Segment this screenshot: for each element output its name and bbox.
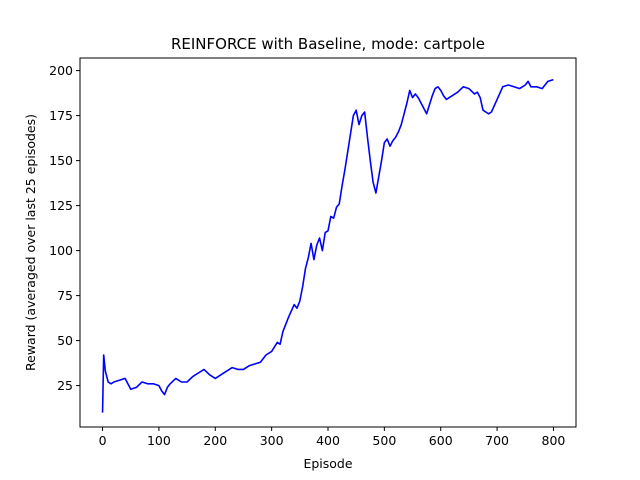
- axes-frame: [79, 57, 577, 428]
- x-tick-label: 300: [260, 433, 284, 448]
- series-line-0: [101, 78, 554, 413]
- y-axis-label: Reward (averaged over last 25 episodes): [23, 114, 38, 371]
- y-tick-label: 200: [49, 63, 73, 78]
- x-tick-label: 500: [372, 433, 396, 448]
- y-tick-label: 175: [49, 108, 73, 123]
- x-axis-label: Episode: [303, 456, 352, 471]
- x-tick-label: 400: [316, 433, 340, 448]
- x-axis: 0 100 200 300 400 500 600 700 800: [99, 427, 566, 448]
- x-tick-label: 200: [203, 433, 227, 448]
- plot-area: [101, 78, 554, 413]
- y-tick-label: 75: [57, 288, 73, 303]
- x-tick-label: 700: [485, 433, 509, 448]
- y-tick-label: 150: [49, 153, 73, 168]
- x-tick-label: 100: [147, 433, 171, 448]
- y-tick-label: 50: [57, 333, 73, 348]
- y-tick-label: 100: [49, 243, 73, 258]
- y-tick-label: 125: [49, 198, 73, 213]
- chart-title: REINFORCE with Baseline, mode: cartpole: [171, 35, 485, 53]
- y-tick-label: 25: [57, 378, 73, 393]
- y-axis: 25 50 75 100 125 150 175 200: [49, 63, 80, 393]
- x-tick-label: 800: [542, 433, 566, 448]
- x-tick-label: 600: [429, 433, 453, 448]
- x-tick-label: 0: [99, 433, 107, 448]
